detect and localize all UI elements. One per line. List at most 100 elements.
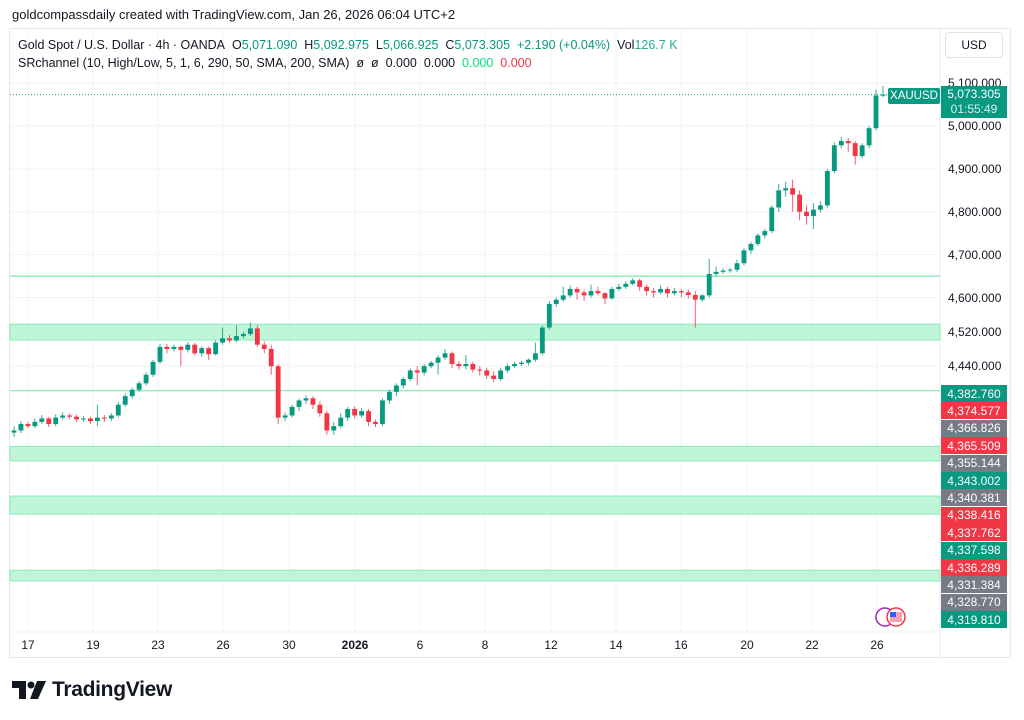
candle-body [532, 353, 538, 360]
candle-body [199, 348, 205, 354]
open-value: 5,071.090 [241, 38, 298, 52]
candle-body [53, 417, 59, 425]
candle-body [282, 415, 288, 418]
indicator-value: 0.000 [423, 56, 456, 70]
candle-body [74, 416, 80, 420]
candle-body [373, 421, 378, 425]
candle-body [505, 366, 511, 371]
candle-body [581, 292, 587, 296]
low-label: L [375, 38, 383, 52]
candle-body [866, 128, 872, 146]
candle-body [359, 411, 365, 416]
candle-body [296, 400, 302, 407]
candle-body [602, 293, 608, 299]
open-label: O [231, 38, 242, 52]
candle-body [206, 348, 212, 355]
candle-body [797, 194, 803, 212]
indicator-name[interactable]: SRchannel (10, High/Low, 5, 1, 6, 290, 5… [18, 56, 350, 70]
candle-body [831, 145, 837, 172]
indicator-value-red: 0.000 [500, 56, 532, 70]
chart-frame [9, 28, 1011, 658]
high-value: 5,092.975 [313, 38, 369, 52]
candle-body [400, 379, 406, 386]
chart-legend: Gold Spot / U.S. Dollar · 4h · OANDA O5,… [18, 36, 678, 72]
high-label: H [304, 38, 314, 52]
candle-body [129, 389, 135, 397]
candle-body [108, 415, 114, 419]
candle-body [136, 383, 142, 390]
candle-body [685, 292, 691, 295]
candle-body [880, 94, 886, 96]
price-level-label: 4,340.381 [941, 489, 1007, 507]
candle-body [380, 400, 385, 425]
candle-body [713, 271, 719, 274]
candle-body [776, 190, 782, 208]
price-level-label: 4,366.826 [941, 419, 1007, 437]
candle-body [352, 409, 358, 416]
candle-body [88, 418, 93, 422]
price-tick-label: 4,440.000 [948, 359, 1002, 374]
candle-body [268, 348, 274, 367]
candle-body [456, 364, 462, 367]
candle-body [560, 295, 566, 300]
candle-body [143, 374, 149, 384]
close-value: 5,073.305 [454, 38, 511, 52]
close-label: C [445, 38, 455, 52]
candle-body [449, 353, 455, 365]
time-tick-label: 2026 [341, 638, 369, 652]
candle-body [39, 418, 45, 422]
candle-body [477, 369, 483, 371]
candle-body [727, 269, 733, 271]
price-level-label: 4,374.577 [941, 402, 1007, 420]
candle-body [227, 338, 232, 341]
candle-body [470, 364, 476, 370]
low-value: 5,066.925 [382, 38, 439, 52]
time-tick-label: 6 [416, 638, 424, 652]
last-price: 5,073.305 [947, 87, 1001, 101]
candle-body [755, 235, 761, 244]
candle-body [150, 361, 156, 375]
candle-body [254, 328, 260, 345]
candle-body [115, 404, 121, 416]
price-level-label: 4,331.384 [941, 576, 1007, 594]
time-tick-label: 19 [86, 638, 100, 652]
symbol-tag: XAUUSD [888, 88, 940, 104]
candle-body [644, 286, 650, 292]
ohlc-line: Gold Spot / U.S. Dollar · 4h · OANDA O5,… [18, 36, 678, 54]
last-price-label: 5,073.305 01:55:49 [941, 86, 1007, 118]
candle-body [512, 364, 517, 367]
candle-body [18, 424, 24, 431]
candle-body [526, 359, 531, 363]
candle-body [699, 295, 705, 300]
candle-body [25, 424, 31, 427]
tradingview-logo-icon [12, 681, 46, 699]
candle-body [609, 288, 615, 299]
candle-body [240, 333, 246, 337]
candle-body [421, 366, 427, 373]
sr-zone [9, 569, 941, 582]
time-tick-label: 8 [481, 638, 489, 652]
candle-body [838, 141, 844, 146]
candle-body [637, 280, 643, 287]
currency-button[interactable]: USD [945, 32, 1003, 58]
sr-zone [9, 445, 941, 462]
sr-zone [9, 323, 941, 341]
candle-body [859, 145, 865, 157]
bar-countdown: 01:55:49 [950, 102, 998, 116]
tradingview-logo[interactable]: TradingView [12, 678, 172, 702]
economic-events-icon[interactable] [874, 606, 908, 628]
price-level-label: 4,319.810 [941, 611, 1007, 629]
price-tick-label: 5,000.000 [948, 119, 1002, 134]
time-tick-label: 16 [674, 638, 688, 652]
candle-body [658, 288, 663, 293]
price-level-label: 4,336.289 [941, 559, 1007, 576]
candle-body [122, 396, 128, 405]
indicator-value: ø [356, 56, 365, 70]
candle-body [595, 291, 601, 294]
candle-body [692, 294, 698, 300]
candle-body [185, 344, 191, 350]
candle-body [60, 415, 66, 418]
symbol-description[interactable]: Gold Spot / U.S. Dollar · 4h · OANDA [18, 38, 226, 52]
candle-body [213, 342, 219, 355]
